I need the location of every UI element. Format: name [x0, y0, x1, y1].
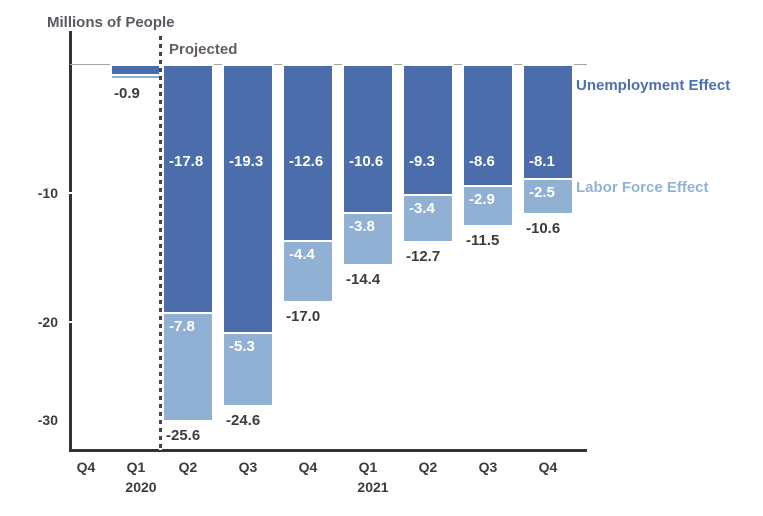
- bar-segment-unemployment: [524, 66, 572, 178]
- x-axis-line: [69, 449, 587, 452]
- labor-force-value-label: -4.4: [289, 245, 315, 263]
- bar-q4-2020: [282, 64, 334, 303]
- total-value-label: -17.0: [286, 307, 321, 325]
- projected-label: Projected: [169, 41, 238, 58]
- labor-force-value-label: -2.5: [529, 183, 555, 201]
- bar-q3-2020: [222, 64, 274, 407]
- bar-segment-unemployment: [112, 66, 160, 74]
- total-value-label: -0.9: [114, 84, 140, 102]
- bar-q3-2021: [462, 64, 514, 227]
- unemployment-value-label: -8.6: [469, 153, 495, 170]
- bar-segment-labor-force: [112, 74, 160, 78]
- bar-q2-2021: [402, 64, 454, 243]
- total-value-label: -11.5: [466, 231, 500, 249]
- bar-q1-2020: [110, 64, 162, 80]
- x-tick-label-q2-2021: Q2: [418, 459, 438, 475]
- bar-segment-labor-force: [344, 212, 392, 264]
- x-tick-label-q3-2020: Q3: [238, 459, 258, 475]
- bar-segment-unemployment: [164, 66, 212, 312]
- unemployment-value-label: -19.3: [229, 153, 264, 170]
- x-year-label-2021: 2021: [357, 479, 389, 495]
- total-value-label: -12.7: [406, 247, 441, 265]
- y-axis-line: [69, 31, 72, 451]
- total-value-label: -10.6: [526, 219, 561, 237]
- legend-labor-force-effect: Labor Force Effect: [576, 179, 709, 196]
- labor-force-value-label: -2.9: [469, 190, 495, 208]
- labor-force-value-label: -3.4: [409, 199, 435, 217]
- x-tick-label-q3-2021: Q3: [478, 459, 498, 475]
- labor-force-value-label: -3.8: [349, 217, 375, 235]
- bar-segment-labor-force: [524, 178, 572, 213]
- bar-q4-2021: [522, 64, 574, 215]
- y-tick-minus20: [53, 321, 84, 323]
- y-tick-label-minus10: -10: [37, 185, 58, 201]
- bar-segment-unemployment: [464, 66, 512, 185]
- total-value-label: -24.6: [226, 411, 261, 429]
- total-value-label: -25.6: [166, 426, 201, 444]
- chart-title: Millions of People: [47, 14, 175, 31]
- unemployment-value-label: -9.3: [409, 153, 435, 170]
- bar-segment-labor-force: [284, 240, 332, 301]
- unemployment-value-label: -17.8: [169, 153, 204, 170]
- unemployment-value-label: -12.6: [289, 153, 324, 170]
- bar-segment-labor-force: [404, 194, 452, 241]
- bar-segment-unemployment: [404, 66, 452, 194]
- bar-segment-unemployment: [224, 66, 272, 332]
- x-tick-label-q4-2019: Q4: [76, 459, 96, 475]
- bar-segment-labor-force: [164, 312, 212, 420]
- bar-q1-2021: [342, 64, 394, 266]
- legend-unemployment-effect: Unemployment Effect: [576, 77, 731, 94]
- x-tick-label-q4-2021: Q4: [538, 459, 558, 475]
- x-tick-label-q1-2021: Q1: [358, 459, 378, 475]
- unemployment-value-label: -8.1: [529, 153, 555, 170]
- x-tick-label-q4-2020: Q4: [298, 459, 318, 475]
- y-tick-minus10: [53, 192, 84, 194]
- total-value-label: -14.4: [346, 270, 381, 288]
- y-tick-label-minus20: -20: [37, 314, 58, 330]
- unemployment-value-label: -10.6: [349, 153, 384, 170]
- x-tick-label-q2-2020: Q2: [178, 459, 198, 475]
- bar-segment-labor-force: [224, 332, 272, 405]
- labor-force-value-label: -5.3: [229, 337, 255, 355]
- x-year-label-2020: 2020: [125, 479, 157, 495]
- bar-segment-labor-force: [464, 185, 512, 225]
- projected-divider-line: [159, 36, 162, 450]
- labor-force-value-label: -7.8: [169, 317, 195, 335]
- bar-q2-2020: [162, 64, 214, 422]
- bar-segment-unemployment: [344, 66, 392, 212]
- y-tick-label-minus30: -30: [37, 412, 58, 428]
- x-tick-label-q1-2020: Q1: [126, 459, 146, 475]
- bar-segment-unemployment: [284, 66, 332, 240]
